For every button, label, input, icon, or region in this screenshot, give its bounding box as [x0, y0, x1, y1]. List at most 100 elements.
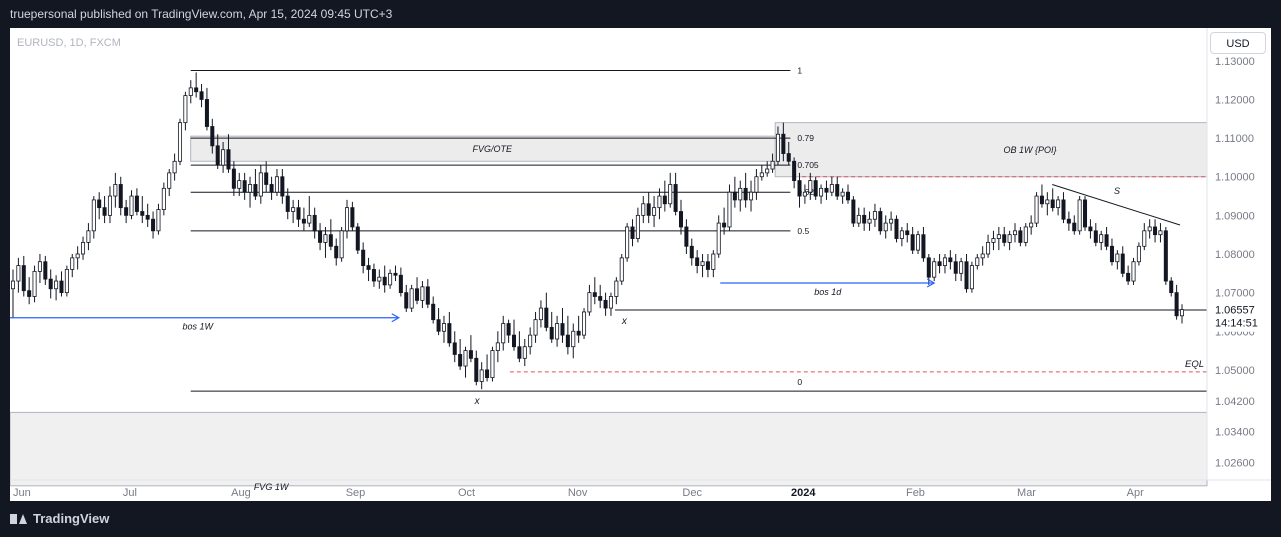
candle	[646, 192, 651, 224]
candle-body	[145, 214, 150, 220]
candle-body	[161, 187, 166, 210]
candle	[727, 184, 732, 231]
candle	[1056, 196, 1061, 216]
x-tick-label: Dec	[682, 487, 702, 499]
candle	[813, 176, 818, 200]
candle	[560, 308, 565, 343]
candle-body	[210, 126, 215, 147]
candle	[350, 201, 355, 231]
candle-body	[1088, 226, 1093, 232]
candle-body	[517, 346, 522, 359]
candle	[587, 284, 592, 316]
candle	[899, 226, 904, 247]
candle-body	[485, 369, 490, 379]
candle-body	[781, 133, 786, 154]
bos-1w-arrow-arrowhead	[391, 313, 400, 323]
candle	[932, 257, 937, 282]
candle-body	[1039, 195, 1044, 205]
candle-body	[377, 276, 382, 282]
candle	[506, 319, 511, 343]
candle-body	[307, 214, 312, 224]
candle	[1045, 192, 1050, 216]
candle-body	[555, 323, 560, 340]
candle	[1099, 230, 1104, 251]
candle	[851, 196, 856, 227]
candle	[1012, 223, 1018, 243]
candle-body	[129, 195, 134, 216]
currency-button[interactable]: USD	[1210, 32, 1266, 54]
candle-body	[107, 195, 112, 216]
candle	[21, 255, 26, 297]
candle-body	[614, 280, 619, 297]
candle-body	[215, 145, 220, 166]
eql-label: EQL	[1185, 359, 1204, 370]
candle-body	[625, 226, 630, 259]
candle	[463, 346, 468, 378]
candle-body	[48, 278, 53, 290]
candle-body	[511, 334, 517, 348]
candle	[328, 219, 333, 251]
candle-body	[404, 292, 409, 309]
candle-body	[204, 99, 209, 127]
candle	[1018, 226, 1023, 247]
candle-body	[452, 342, 457, 355]
candle	[48, 269, 53, 299]
candle	[695, 250, 700, 274]
candle	[86, 223, 91, 251]
candle	[840, 188, 845, 204]
y-tick-label: 1.12000	[1215, 94, 1255, 106]
candle	[285, 188, 290, 220]
candle-body	[398, 274, 403, 294]
candle	[705, 254, 710, 278]
candle	[231, 161, 236, 197]
candle-body	[878, 211, 883, 232]
candle-body	[549, 327, 554, 340]
candle	[172, 153, 177, 181]
last-price-label: 1.06557	[1215, 305, 1255, 317]
candle	[248, 176, 253, 208]
candle	[819, 184, 824, 204]
candle-body	[808, 180, 813, 193]
x-tick-label: Apr	[1127, 487, 1144, 499]
candle-body	[705, 261, 710, 270]
candle-body	[409, 288, 414, 309]
candle	[54, 275, 59, 301]
candle	[786, 141, 791, 166]
candle-body	[905, 230, 910, 236]
candle	[452, 331, 457, 363]
candle-body	[436, 319, 441, 332]
candle-body	[921, 234, 926, 259]
candle-body	[856, 214, 861, 224]
candle	[479, 362, 484, 390]
candle	[339, 226, 344, 262]
candle-body	[711, 253, 716, 270]
candle	[355, 223, 360, 254]
candle	[1120, 246, 1125, 278]
candle	[296, 199, 301, 227]
candle	[894, 215, 899, 243]
candle-body	[102, 207, 107, 216]
candle	[441, 315, 446, 343]
candle-body	[388, 272, 393, 286]
candle	[436, 308, 441, 336]
candle-body	[792, 160, 797, 181]
candle	[1136, 242, 1141, 266]
candle	[625, 223, 630, 262]
x-tick-label: Mar	[1017, 487, 1036, 499]
candle-body	[43, 261, 48, 280]
candle-body	[318, 230, 323, 243]
candle-body	[969, 265, 974, 290]
x-tick-label: Sep	[346, 487, 366, 499]
candle-body	[1023, 226, 1028, 243]
candle-body	[226, 149, 231, 170]
candle	[129, 190, 134, 220]
candle-body	[544, 307, 549, 328]
candle	[10, 269, 16, 318]
candle-body	[134, 195, 139, 212]
candle	[759, 165, 764, 181]
candle	[118, 176, 123, 216]
fib-label-5: 0	[797, 377, 802, 387]
candle	[485, 354, 490, 382]
